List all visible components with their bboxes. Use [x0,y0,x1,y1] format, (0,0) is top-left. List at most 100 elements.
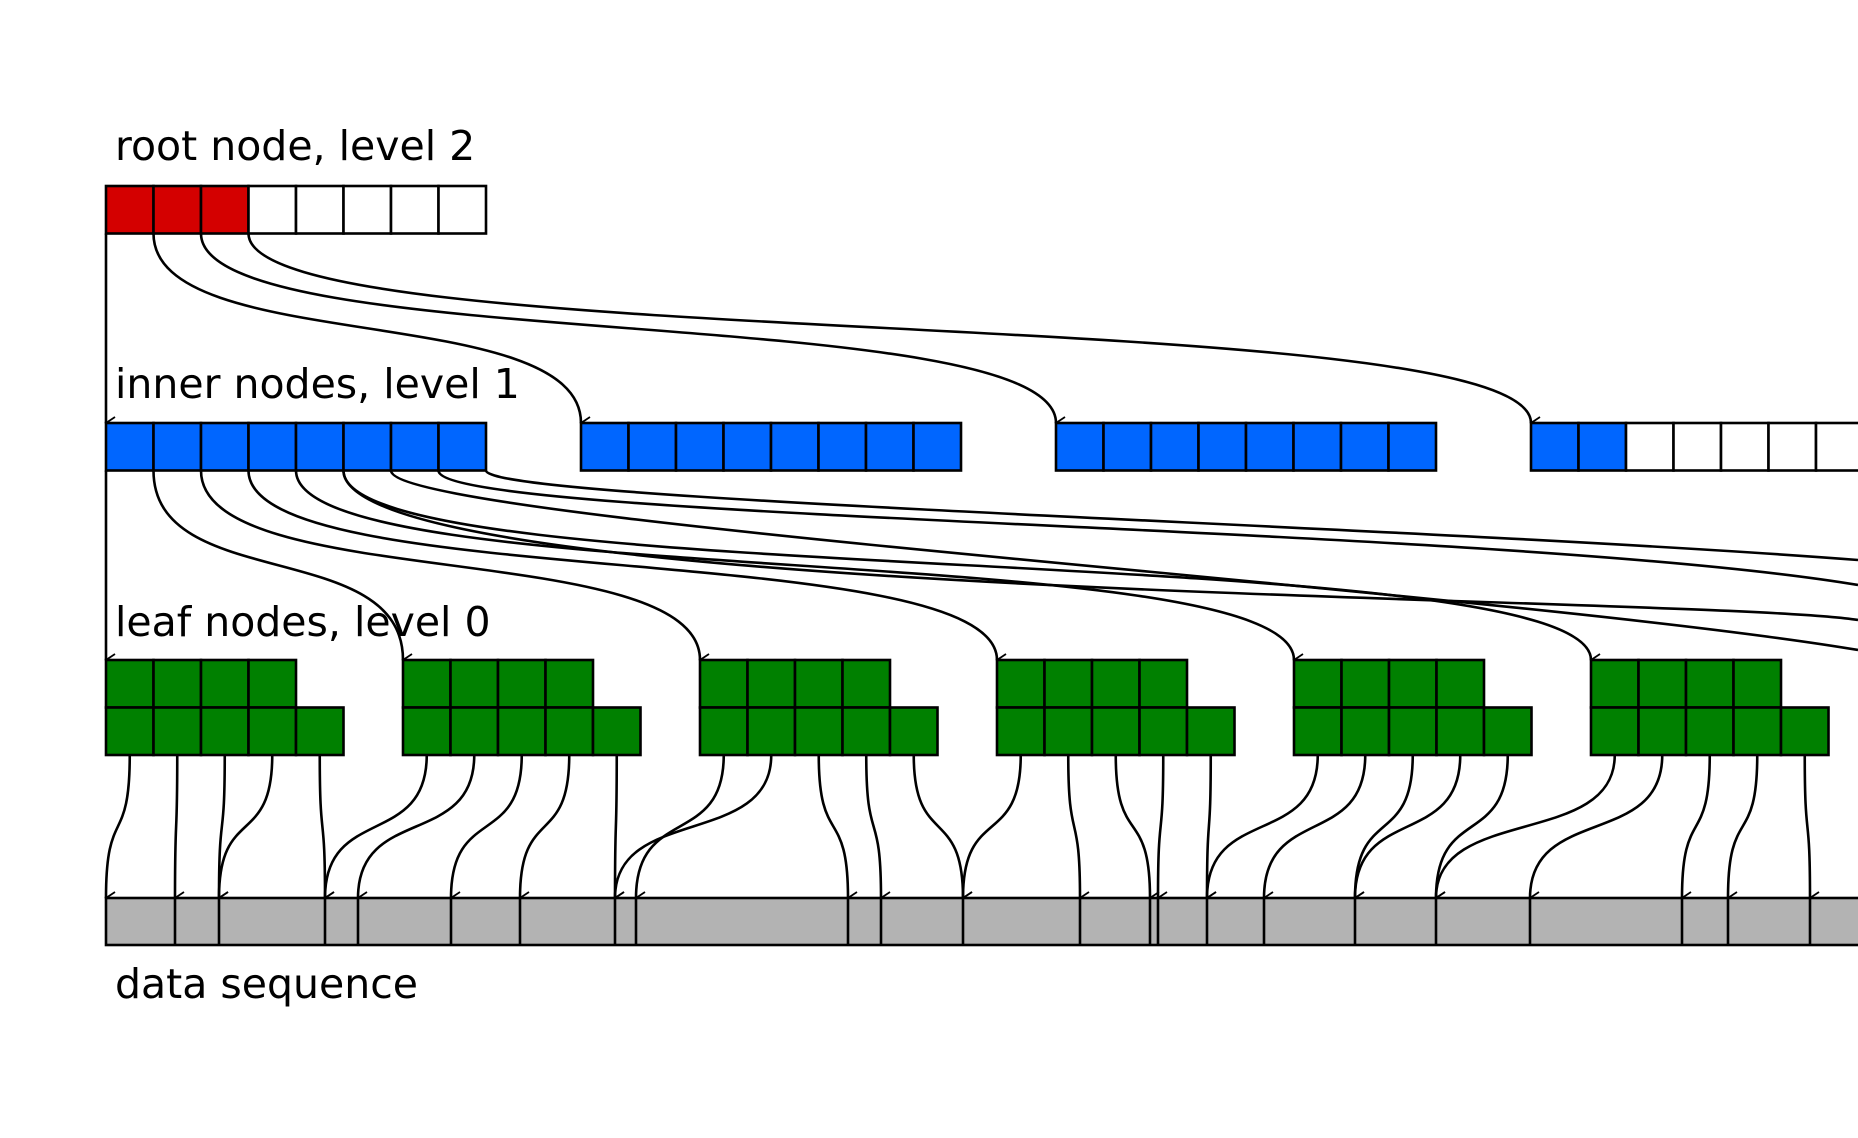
root-to-inner-pointer [152,233,591,430]
leaf-slot [1043,658,1094,709]
leaf-slot [1637,706,1688,757]
inner-slot-filled [579,421,630,472]
leaf-slot [793,658,844,709]
root-node-level [104,184,488,235]
leaf-slot [698,658,749,709]
leaf-slot [1090,706,1141,757]
leaf-slot [401,706,452,757]
leaf-to-data-pointer [173,754,185,905]
leaf-nodes-level [104,658,1830,757]
root-slot-empty [437,184,488,235]
root-slot-filled [104,184,155,235]
inner-to-leaf-pointer [389,470,1858,652]
leaf-slot [698,706,749,757]
leaf-slot [496,658,547,709]
inner-slot-filled [1292,421,1343,472]
inner-to-leaf-pointer [199,470,710,667]
inner-slot-filled [104,421,155,472]
leaf-slot [1779,706,1830,757]
inner-slot-filled [1102,421,1153,472]
leaf-slot [888,706,939,757]
inner-slot-filled [817,421,868,472]
inner-slot-filled [1149,421,1200,472]
leaf-slot [247,706,298,757]
root-level-label: root node, level 2 [115,122,476,170]
leaf-slot [152,706,203,757]
leaf-slot [746,706,797,757]
leaf-slot [104,658,155,709]
root-slot-empty [342,184,393,235]
leaf-to-data-pointer [1680,754,1712,905]
leaf-slot [1732,658,1783,709]
leaf-to-data-pointer [1114,754,1160,905]
leaf-slot [841,706,892,757]
leaf-to-data-pointer [449,754,524,905]
inner-slot-filled [1244,421,1295,472]
leaf-to-data-pointer [1726,754,1759,905]
inner-node [579,421,963,472]
leaf-slot [1090,658,1141,709]
leaf-to-data-pointer [1528,754,1664,905]
leaf-to-data-pointer [912,754,973,905]
leaf-to-data-pointer [1262,754,1367,905]
leaf-slot [1732,706,1783,757]
pointer-edges [104,233,1858,905]
leaf-to-data-pointer [1803,754,1820,905]
leaf-to-data-pointer [323,754,429,905]
leaf-slot [1292,658,1343,709]
leaf-to-data-pointer [1156,754,1168,905]
leaf-slot [1589,658,1640,709]
leaf-slot [1185,706,1236,757]
leaf-slot [995,658,1046,709]
inner-to-leaf-pointer [342,470,1858,622]
leaf-slot [247,658,298,709]
leaf-to-data-pointer [1434,754,1617,905]
leaf-to-data-pointer [356,754,476,905]
inner-node [1054,421,1438,472]
leaf-slot [995,706,1046,757]
leaf-slot [1684,658,1735,709]
leaf-to-data-pointer [1434,754,1510,905]
leaf-to-data-pointer [613,754,625,905]
inner-slot-empty [1767,421,1818,472]
inner-slot-empty [1672,421,1723,472]
leaf-to-data-pointer [318,754,335,905]
data-sequence-bar [104,896,1858,947]
leaf-to-data-pointer [961,754,1023,905]
inner-to-leaf-pointer [437,470,1858,587]
root-to-inner-pointer [199,233,1066,430]
inner-slot-filled [294,421,345,472]
inner-to-leaf-pointer [247,470,1007,667]
leaf-slot [1637,658,1688,709]
leaf-level-label: leaf nodes, level 0 [115,598,491,646]
data-sequence-bar [104,896,1858,947]
leaf-slot [1138,658,1189,709]
leaf-node [104,658,345,757]
inner-slot-filled [912,421,963,472]
inner-nodes-level [104,421,1858,472]
leaf-slot [199,706,250,757]
leaf-node [698,658,939,757]
leaf-slot [1387,658,1438,709]
inner-slot-filled [247,421,298,472]
leaf-node [1589,658,1830,757]
leaf-slot [401,658,452,709]
leaf-to-data-pointer [1205,754,1320,905]
leaf-slot [793,706,844,757]
inner-slot-empty [1624,421,1675,472]
leaf-slot [1043,706,1094,757]
root-slot-empty [294,184,345,235]
inner-level-label: inner nodes, level 1 [115,360,520,408]
leaf-node [401,658,642,757]
inner-slot-filled [864,421,915,472]
root-to-inner-pointer [247,233,1541,430]
leaf-slot [104,706,155,757]
leaf-slot [544,706,595,757]
leaf-slot [746,658,797,709]
inner-slot-filled [722,421,773,472]
leaf-slot [1340,658,1391,709]
inner-slot-filled [342,421,393,472]
leaf-slot [1340,706,1391,757]
inner-slot-empty [1814,421,1858,472]
inner-slot-empty [1719,421,1770,472]
